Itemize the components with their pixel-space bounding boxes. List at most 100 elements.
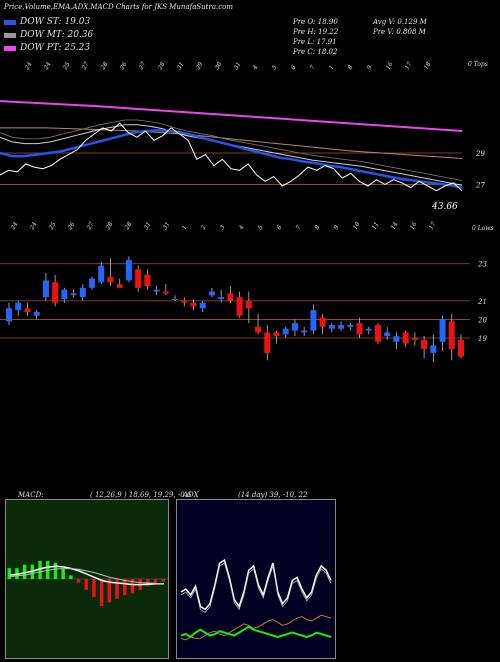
candle-body (301, 330, 308, 333)
candle-body (356, 323, 363, 335)
candle-body (24, 308, 31, 312)
ema-date-label: 29 (194, 61, 204, 72)
ema-level-label: 27 (475, 181, 485, 189)
candle-date-label: 28 (104, 221, 114, 232)
candle-date-label: 25 (47, 221, 57, 232)
candle-body (89, 278, 96, 288)
pt-swatch (4, 45, 16, 51)
macd-histogram-bar (69, 575, 73, 579)
candle-body (33, 312, 40, 316)
candle-body (393, 336, 400, 342)
candle-date-label: 28 (123, 221, 133, 232)
ema-date-label: 1 (328, 64, 336, 71)
ema-level-label: 29 (475, 150, 485, 158)
price-chart: 24 24 25 27 28 26 27 28 31 29 30 31 4 5 6 7 1 8 9 16 17 18 0 T… (0, 61, 494, 363)
adx-line (180, 558, 332, 611)
candle-body (402, 332, 409, 344)
ema-date-label: 31 (233, 61, 243, 71)
candle-corner-label: 0 Lows (472, 225, 494, 232)
adx-params: (14 day) 39, -10, 22 (238, 491, 308, 499)
ema-date-label: 17 (404, 61, 414, 71)
candle-date-label: 26 (66, 221, 76, 232)
pre-low: Pre L: 17.91 (293, 38, 337, 46)
candle-body (42, 280, 49, 298)
candle-date-label: 27 (85, 221, 95, 232)
candle-date-label: 3 (219, 224, 227, 231)
macd-params: ( 12,26,9 ) 18.69, 19.29, -0.6 (90, 491, 192, 499)
ema-date-label: 5 (271, 64, 279, 71)
macd-line (9, 565, 164, 586)
ema-date-label: 28 (156, 61, 166, 72)
legend-dow-pt: DOW PT: 25.23 (4, 43, 90, 53)
macd-histogram-bar (61, 568, 65, 579)
candle-body (135, 269, 142, 288)
di-minus-line (180, 614, 332, 641)
macd-histogram-bar (107, 579, 112, 603)
candle-body (310, 310, 317, 331)
pre-open: Pre O: 18.90 (293, 18, 338, 26)
candle-body (227, 293, 234, 301)
candle-body (338, 325, 345, 329)
candle-body (236, 297, 243, 316)
candle-body (439, 319, 446, 342)
candle-body (116, 284, 123, 288)
dow-mt-label: DOW MT: 20.36 (20, 30, 94, 40)
ema-date-label: 24 (42, 61, 52, 72)
macd-histogram-bar (115, 579, 119, 599)
di-plus-line (180, 625, 332, 639)
pre-volume: Pre V: 0.808 M (373, 28, 426, 36)
macd-label: MACD: (18, 491, 44, 499)
ema-date-label: 30 (214, 61, 224, 71)
candle-date-label: 2 (199, 224, 208, 232)
macd-histogram-bar (99, 579, 104, 606)
candle-body (79, 287, 86, 298)
candle-body (264, 332, 271, 353)
pre-high: Pre H: 19.22 (293, 28, 339, 36)
dow-pt-label: DOW PT: 25.23 (20, 43, 91, 53)
ema-date-label: 9 (366, 64, 374, 71)
candle-level-label: 20 (477, 316, 487, 324)
candle-body (98, 265, 105, 283)
macd-signal-line (9, 568, 165, 585)
candle-date-label: 10 (352, 221, 362, 231)
chart-title: Price,Volume,EMA,ADX,MACD Charts for JKS… (4, 3, 234, 11)
candle-body (15, 302, 22, 311)
macd-chart (6, 500, 168, 658)
candle-date-label: 14 (390, 221, 400, 231)
candle-body (282, 328, 289, 335)
candle-body (374, 325, 381, 342)
candle-body (255, 326, 262, 333)
ema-date-label: 31 (176, 61, 186, 71)
candle-level-label: 19 (478, 335, 487, 343)
dow-st-label: DOW ST: 19.03 (20, 17, 91, 27)
st-swatch (4, 19, 16, 25)
candle-body (448, 321, 455, 350)
candle-level-label: 23 (477, 261, 487, 269)
candle-date-label: 16 (409, 221, 419, 231)
legend-dow-st: DOW ST: 19.03 (4, 17, 90, 27)
macd-histogram-bar (53, 562, 58, 579)
macd-histogram-bar (123, 579, 127, 596)
ema-mid-band-line (0, 119, 463, 181)
candle-date-label: 31 (143, 221, 153, 231)
mt-swatch (4, 32, 16, 38)
candle-body (384, 332, 391, 337)
candle-date-label: 7 (295, 224, 303, 231)
candle-body (411, 338, 418, 340)
ema-corner-label: 0 Tops (468, 61, 488, 68)
candle-date-label: 1 (181, 224, 189, 231)
candle-date-label: 6 (276, 224, 284, 231)
ema-date-label: 16 (385, 61, 395, 71)
ema-date-label: 8 (347, 64, 355, 71)
candle-body (107, 276, 114, 283)
candle-date-label: 24 (9, 221, 19, 232)
adx-chart (177, 500, 335, 658)
pre-close: Pre C: 18.02 (293, 48, 338, 56)
adx-shadow-line (180, 562, 332, 613)
candle-date-label: 24 (28, 221, 38, 232)
ema-date-label: 26 (118, 61, 128, 72)
candle-date-label: 5 (257, 224, 265, 231)
candle-body (328, 325, 335, 329)
candle-body (458, 339, 464, 357)
ema-date-label: 27 (137, 61, 147, 72)
